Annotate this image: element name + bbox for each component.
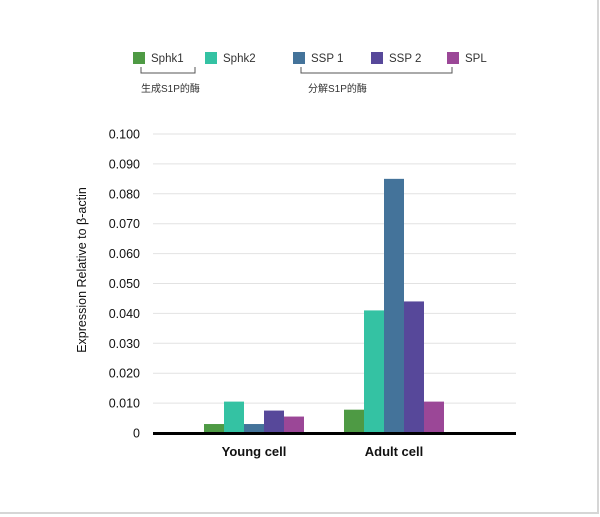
y-tick-label: 0.080: [109, 187, 140, 201]
bar-ssp-1-young-cell: [244, 424, 264, 433]
legend-label-ssp-1: SSP 1: [311, 53, 343, 65]
gridlines: [153, 133, 516, 404]
legend-swatch-sphk2: [205, 52, 217, 64]
legend-swatch-spl: [447, 52, 459, 64]
y-tick-label: 0.030: [109, 337, 140, 351]
y-tick-label: 0.100: [109, 128, 140, 142]
legend-label-sphk2: Sphk2: [223, 53, 256, 65]
bar-spl-adult-cell: [424, 401, 444, 433]
bar-ssp-1-adult-cell: [384, 178, 404, 433]
bar-sphk2-adult-cell: [364, 310, 384, 433]
legend-label-ssp-2: SSP 2: [389, 53, 421, 65]
y-axis-ticks: 0 0.010 0.020 0.030 0.040 0.050 0.060 0.070 0.08…: [109, 128, 140, 441]
legend-swatch-sphk1: [133, 52, 145, 64]
legend: Sphk1 Sphk2 SSP 1 SSP 2 SPL: [133, 52, 487, 65]
legend-groups: 生成S1P的酶 分解S1P的酶: [140, 67, 453, 95]
y-tick-label: 0.050: [109, 277, 140, 291]
y-tick-label: 0.090: [109, 157, 140, 171]
bar-sphk1-adult-cell: [344, 409, 364, 433]
y-tick-label: 0.040: [109, 307, 140, 321]
legend-bracket-degradation: [300, 67, 453, 74]
y-tick-label: 0.070: [109, 217, 140, 231]
x-axis-ticks: Young cell Adult cell: [222, 444, 424, 459]
bars: [204, 178, 444, 433]
y-tick-label: 0.020: [109, 367, 140, 381]
y-tick-label: 0: [133, 427, 140, 441]
legend-group-synthesis-label: 生成S1P的酶: [141, 82, 200, 95]
y-axis-label: Expression Relative to β-actin: [75, 187, 89, 353]
bar-spl-young-cell: [284, 416, 304, 433]
bar-sphk2-young-cell: [224, 401, 244, 433]
legend-label-spl: SPL: [465, 53, 487, 65]
legend-bracket-synthesis: [140, 67, 196, 74]
legend-swatch-ssp-1: [293, 52, 305, 64]
legend-group-degradation-label: 分解S1P的酶: [308, 82, 367, 95]
legend-label-sphk1: Sphk1: [151, 53, 184, 65]
y-tick-label: 0.010: [109, 397, 140, 411]
bar-ssp-2-young-cell: [264, 410, 284, 433]
bar-ssp-2-adult-cell: [404, 301, 424, 433]
x-tick-label: Young cell: [222, 444, 287, 459]
legend-swatch-ssp-2: [371, 52, 383, 64]
y-tick-label: 0.060: [109, 247, 140, 261]
x-tick-label: Adult cell: [365, 444, 424, 459]
bar-sphk1-young-cell: [204, 424, 224, 433]
